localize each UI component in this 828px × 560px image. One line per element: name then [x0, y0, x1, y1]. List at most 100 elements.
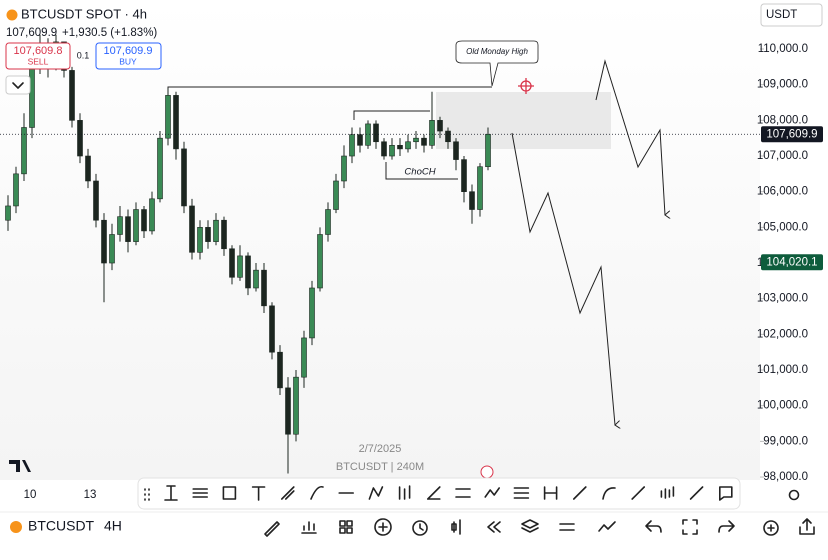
x-tick-label: 13: [84, 489, 97, 501]
y-tick-label: 99,000.0: [763, 435, 808, 447]
nav-icon[interactable]: [682, 519, 698, 535]
candle-body: [325, 209, 331, 235]
candle-body: [221, 219, 227, 250]
nav-icon[interactable]: [799, 518, 815, 535]
price-tags: 107,609.9 104,020.1: [761, 126, 823, 271]
buy-button[interactable]: [95, 42, 162, 70]
candle-body: [453, 141, 459, 160]
y-tick-label: 100,000.0: [757, 400, 808, 412]
candle-body: [205, 227, 211, 242]
price-tag: [761, 126, 823, 143]
chevron: [12, 82, 24, 89]
nav-icon[interactable]: [339, 520, 353, 534]
y-tick-label: 110,000.0: [758, 43, 808, 55]
nav-icon[interactable]: [559, 523, 575, 531]
tool-icon[interactable]: [192, 488, 208, 498]
tool-icon[interactable]: [398, 485, 411, 500]
candle-body: [437, 120, 443, 132]
alert-icon[interactable]: [480, 465, 494, 479]
candle-body: [109, 234, 115, 264]
tools: [144, 485, 733, 501]
tool-icon[interactable]: [164, 485, 178, 501]
candle-body: [333, 180, 339, 210]
candle-body: [245, 255, 251, 289]
sell-label: SELL: [28, 56, 49, 66]
drawing-toolbar: [137, 477, 741, 510]
tool-icon[interactable]: [251, 486, 266, 501]
candle-body: [349, 134, 355, 157]
candle-body: [149, 198, 155, 232]
candle-body: [381, 141, 387, 157]
choch-bracket: [385, 162, 458, 180]
nav-icon[interactable]: [412, 520, 428, 536]
tool-icon[interactable]: [689, 486, 704, 500]
currency-select[interactable]: [760, 3, 823, 27]
symbol-title: BTCUSDT SPOT · 4h: [21, 6, 147, 21]
tool-icon[interactable]: [368, 486, 384, 500]
buy-price: 107,609.9: [104, 45, 153, 57]
y-tick-label: 106,000.0: [757, 186, 808, 198]
tool-icon[interactable]: [484, 487, 501, 498]
sell-price: 107,609.8: [14, 45, 63, 57]
tool-icon[interactable]: [660, 486, 675, 499]
candle-body: [21, 127, 27, 175]
candle-body: [277, 351, 283, 389]
nav-icon[interactable]: [487, 521, 501, 533]
nav-icon[interactable]: [521, 519, 539, 533]
coin-icon: [6, 9, 18, 21]
annotation: ChoCH: [404, 167, 435, 178]
tool-icon[interactable]: [222, 486, 237, 500]
candle-body: [237, 255, 243, 278]
tool-icon[interactable]: [631, 486, 646, 500]
candle-body: [421, 137, 427, 146]
nav-icon[interactable]: [645, 520, 662, 533]
candle-body: [157, 137, 163, 200]
nav-icon[interactable]: [763, 520, 779, 536]
callout: [455, 40, 539, 87]
nav-icon[interactable]: [264, 521, 280, 537]
tool-icon[interactable]: [718, 486, 733, 501]
sell-button[interactable]: [5, 42, 71, 70]
candle-body: [141, 209, 147, 232]
watermark: BTCUSDT | 240M: [336, 461, 424, 473]
change: +1,930.5 (+1.83%): [62, 27, 157, 39]
y-tick-label: 101,000.0: [757, 364, 808, 376]
settings-icon[interactable]: [788, 489, 800, 501]
nav-icon[interactable]: [301, 521, 317, 534]
tool-icon[interactable]: [455, 488, 471, 498]
tool-icon[interactable]: [310, 485, 324, 500]
logo: [9, 460, 31, 472]
candle-body: [461, 159, 467, 192]
candle-body: [189, 205, 195, 253]
projection: [595, 59, 665, 215]
tool-icon[interactable]: [513, 487, 530, 499]
nav-icon[interactable]: [598, 521, 616, 532]
tool-icon[interactable]: [426, 486, 441, 500]
tool-icon[interactable]: [602, 487, 616, 500]
spread: 0.1: [77, 50, 90, 60]
coin-icon: [10, 521, 22, 533]
price-tag-label: 107,609.9: [766, 128, 817, 140]
candle-body: [253, 269, 259, 289]
candle-body: [69, 70, 75, 121]
nav-icon[interactable]: [451, 519, 461, 535]
tool-icon[interactable]: [280, 486, 295, 500]
footer-symbol[interactable]: BTCUSDT: [28, 518, 95, 534]
nav-icon[interactable]: [718, 520, 735, 533]
candle-body: [117, 216, 123, 235]
candle-body: [125, 216, 131, 242]
candle-body: [365, 123, 371, 146]
candles: [5, 34, 491, 474]
candle-body: [181, 148, 187, 207]
annotation: Old Monday High: [466, 47, 528, 56]
nav-icon[interactable]: [374, 518, 392, 536]
tool-icon[interactable]: [543, 486, 558, 500]
candle-body: [469, 191, 475, 210]
collapse-button[interactable]: [5, 75, 31, 95]
footer-interval[interactable]: 4H: [104, 518, 122, 534]
choch-line: [353, 110, 430, 120]
tool-icon[interactable]: [572, 486, 587, 500]
candle-body: [101, 219, 107, 264]
candle-body: [173, 95, 179, 150]
